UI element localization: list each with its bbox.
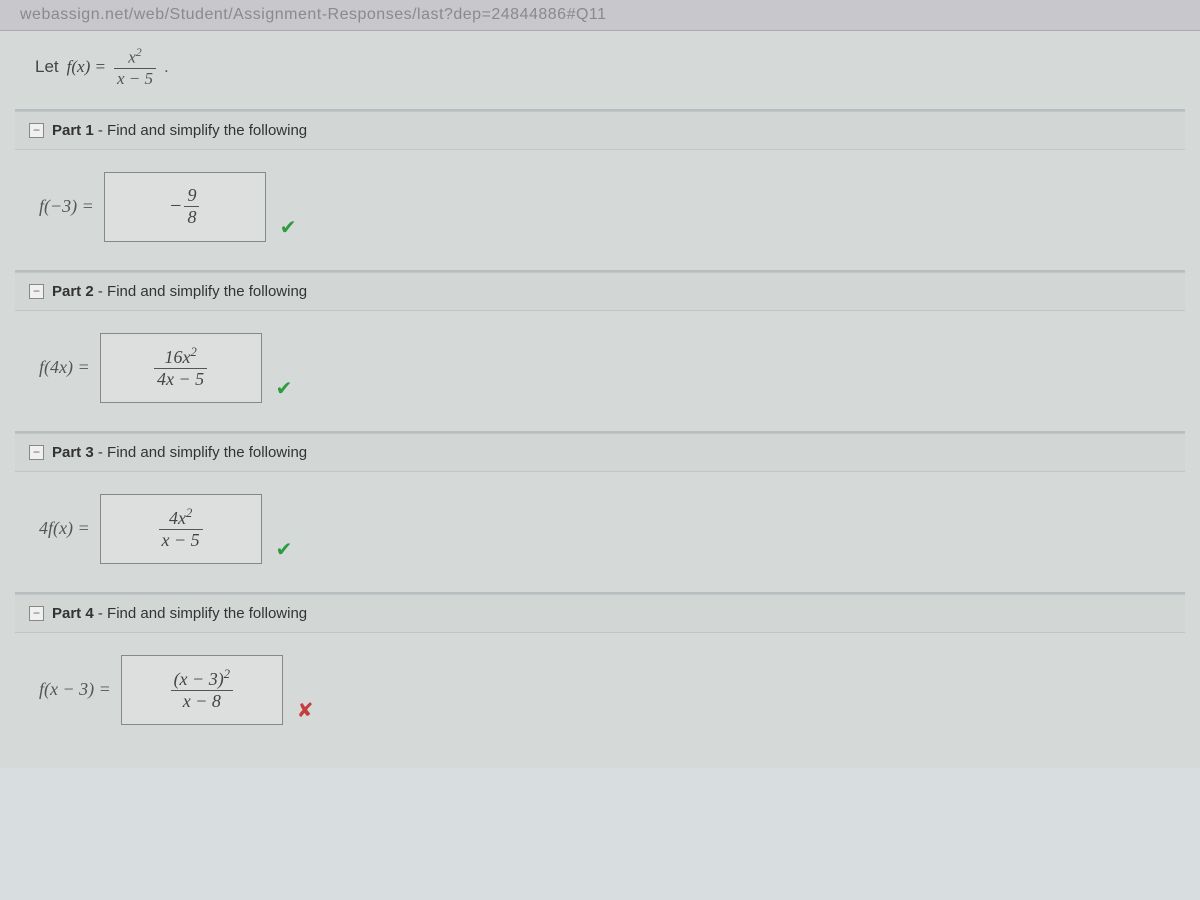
part-header-4[interactable]: − Part 4 - Find and simplify the followi…: [15, 594, 1185, 633]
part-header-3[interactable]: − Part 3 - Find and simplify the followi…: [15, 433, 1185, 472]
part-header-1[interactable]: − Part 1 - Find and simplify the followi…: [15, 111, 1185, 150]
function-definition: Let f(x) = x2 x − 5 .: [15, 31, 1185, 111]
answer-input-1[interactable]: − 9 8: [104, 172, 266, 242]
answer-input-2[interactable]: 16x2 4x − 5: [100, 333, 262, 403]
check-icon: ✔: [280, 215, 297, 240]
part-title: Part 1 - Find and simplify the following: [52, 122, 307, 139]
let-text: Let: [35, 57, 59, 77]
part-header-2[interactable]: − Part 2 - Find and simplify the followi…: [15, 272, 1185, 311]
collapse-icon[interactable]: −: [29, 284, 44, 299]
part-title: Part 4 - Find and simplify the following: [52, 605, 307, 622]
part-title: Part 2 - Find and simplify the following: [52, 283, 307, 300]
fx-text: f(x) =: [67, 57, 106, 77]
assignment-content: Let f(x) = x2 x − 5 . − Part 1 - Find an…: [0, 31, 1200, 768]
answer-row-3: 4f(x) = 4x2 x − 5 ✔: [15, 472, 1185, 594]
answer-row-1: f(−3) = − 9 8 ✔: [15, 150, 1185, 272]
answer-row-2: f(4x) = 16x2 4x − 5 ✔: [15, 311, 1185, 433]
answer-row-4: f(x − 3) = (x − 3)2 x − 8 ✘: [15, 633, 1185, 753]
answer-label: f(4x) =: [39, 357, 90, 378]
check-icon: ✔: [276, 537, 293, 562]
address-bar[interactable]: webassign.net/web/Student/Assignment-Res…: [0, 0, 1200, 31]
answer-label: f(−3) =: [39, 196, 94, 217]
answer-input-4[interactable]: (x − 3)2 x − 8: [121, 655, 283, 725]
cross-icon: ✘: [297, 698, 314, 723]
collapse-icon[interactable]: −: [29, 123, 44, 138]
check-icon: ✔: [276, 376, 293, 401]
answer-input-3[interactable]: 4x2 x − 5: [100, 494, 262, 564]
answer-label: f(x − 3) =: [39, 679, 111, 700]
collapse-icon[interactable]: −: [29, 606, 44, 621]
collapse-icon[interactable]: −: [29, 445, 44, 460]
part-title: Part 3 - Find and simplify the following: [52, 444, 307, 461]
period: .: [164, 57, 169, 77]
definition-fraction: x2 x − 5: [114, 45, 156, 89]
answer-label: 4f(x) =: [39, 518, 90, 539]
url-text: webassign.net/web/Student/Assignment-Res…: [20, 6, 607, 24]
